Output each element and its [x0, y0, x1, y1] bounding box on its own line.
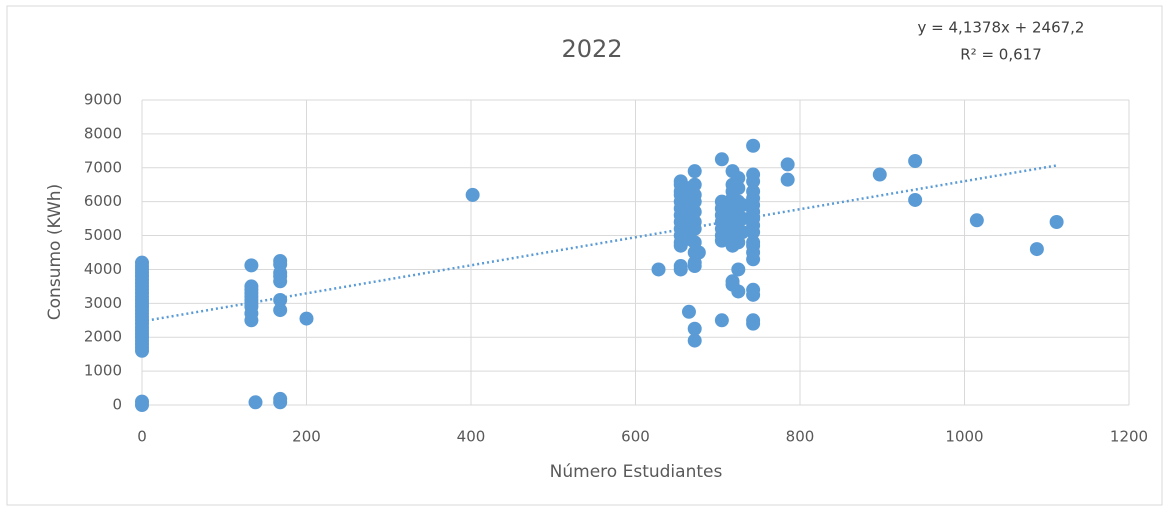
point	[687, 221, 702, 236]
x-tick-label: 800	[786, 428, 815, 446]
point	[1029, 242, 1044, 257]
point	[731, 262, 746, 277]
y-tick-label: 8000	[84, 124, 122, 142]
point	[714, 152, 729, 167]
x-tick-label: 200	[292, 428, 321, 446]
y-tick-label: 2000	[84, 328, 122, 346]
point	[687, 259, 702, 274]
point	[135, 343, 149, 358]
point	[746, 287, 761, 302]
point	[687, 321, 702, 336]
y-tick-label: 4000	[84, 260, 122, 278]
point	[780, 157, 795, 172]
point	[735, 211, 750, 226]
point	[273, 292, 288, 307]
point	[731, 284, 746, 299]
point	[908, 154, 923, 168]
x-tick-label: 1000	[945, 428, 983, 446]
x-axis-title: Número Estudiantes	[550, 462, 723, 482]
point	[244, 258, 259, 273]
point	[273, 274, 288, 289]
point	[746, 225, 761, 240]
point	[746, 316, 761, 331]
y-tick-label: 5000	[84, 226, 122, 244]
point	[687, 194, 702, 209]
point	[299, 311, 314, 326]
x-tick-label: 400	[457, 428, 486, 446]
point	[908, 192, 923, 207]
trend-equation: y = 4,1378x + 2467,2	[918, 19, 1085, 37]
point	[780, 172, 795, 187]
x-tick-label: 0	[137, 428, 147, 446]
point	[687, 164, 702, 179]
y-tick-label: 0	[112, 396, 122, 414]
point	[969, 213, 984, 228]
y-tick-label: 1000	[84, 362, 122, 380]
point	[1049, 215, 1064, 229]
point	[735, 198, 750, 213]
y-tick-label: 3000	[84, 294, 122, 312]
chart-border	[6, 5, 1163, 506]
point	[135, 398, 149, 412]
point	[735, 225, 750, 240]
point	[244, 313, 259, 328]
point	[731, 170, 746, 185]
point	[687, 204, 702, 219]
point	[731, 181, 746, 196]
point	[872, 167, 887, 182]
point	[746, 252, 761, 267]
point	[746, 138, 761, 153]
point	[681, 304, 696, 319]
point	[691, 245, 706, 260]
point	[687, 177, 702, 192]
point	[248, 395, 263, 410]
point	[273, 303, 288, 318]
point	[273, 395, 288, 410]
y-tick-label: 9000	[84, 91, 122, 109]
chart-title: 2022	[561, 35, 622, 63]
y-tick-label: 7000	[84, 158, 122, 176]
x-tick-label: 600	[621, 428, 650, 446]
y-axis-title: Consumo (KWh)	[45, 184, 65, 320]
trend-r2: R² = 0,617	[960, 46, 1041, 64]
point	[714, 233, 729, 248]
point	[746, 174, 761, 189]
point	[465, 187, 480, 202]
point	[673, 262, 688, 277]
point	[687, 333, 702, 348]
point	[651, 262, 666, 277]
point	[714, 313, 729, 328]
x-tick-label: 1200	[1110, 428, 1148, 446]
y-tick-label: 6000	[84, 192, 122, 210]
